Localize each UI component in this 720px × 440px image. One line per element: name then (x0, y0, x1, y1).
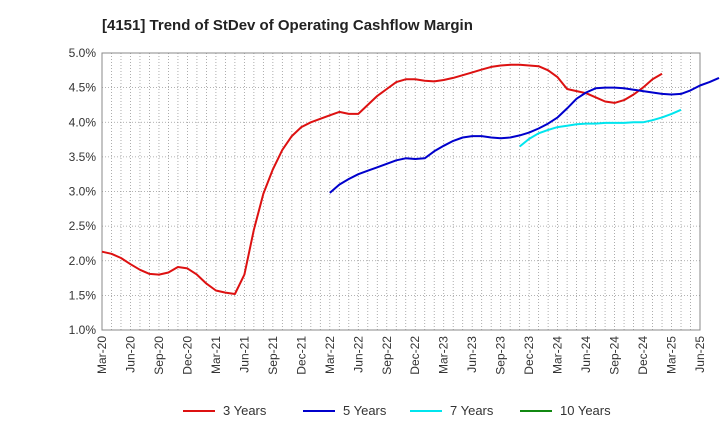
x-tick-label: Dec-24 (636, 336, 650, 375)
legend-label: 7 Years (450, 403, 494, 418)
legend-label: 10 Years (560, 403, 611, 418)
x-tick-label: Sep-20 (152, 336, 166, 375)
chart-title: [4151] Trend of StDev of Operating Cashf… (102, 17, 473, 34)
x-tick-label: Jun-23 (465, 336, 479, 373)
x-tick-label: Jun-25 (693, 336, 707, 373)
x-tick-label: Mar-21 (209, 336, 223, 374)
x-tick-label: Mar-25 (665, 336, 679, 374)
plot-background (102, 53, 700, 330)
y-tick-label: 2.0% (69, 254, 97, 268)
y-tick-label: 1.0% (69, 323, 97, 337)
x-tick-label: Sep-24 (608, 336, 622, 375)
y-tick-label: 4.0% (69, 115, 97, 129)
y-tick-label: 3.0% (69, 185, 97, 199)
x-tick-label: Dec-23 (522, 336, 536, 375)
series-line-2 (519, 108, 682, 148)
x-tick-label: Jun-24 (579, 336, 593, 373)
x-tick-label: Sep-23 (494, 336, 508, 375)
x-tick-label: Mar-24 (551, 336, 565, 374)
series-line-1 (329, 76, 720, 194)
x-tick-label: Mar-22 (323, 336, 337, 374)
series-line-0 (101, 63, 663, 295)
y-tick-label: 2.5% (69, 219, 97, 233)
y-tick-label: 1.5% (69, 288, 97, 302)
plot-frame (101, 52, 701, 331)
legend-label: 3 Years (223, 403, 267, 418)
x-tick-label: Jun-22 (351, 336, 365, 373)
y-tick-label: 4.5% (69, 81, 97, 95)
x-tick-label: Jun-20 (123, 336, 137, 373)
x-tick-label: Dec-22 (408, 336, 422, 375)
x-tick-label: Jun-21 (237, 336, 251, 373)
y-tick-label: 5.0% (69, 46, 97, 60)
x-tick-label: Dec-20 (180, 336, 194, 375)
x-tick-label: Dec-21 (294, 336, 308, 375)
legend: 3 Years 5 Years 7 Years 10 Years (183, 403, 611, 418)
x-tick-label: Mar-23 (437, 336, 451, 374)
x-tick-label: Sep-22 (380, 336, 394, 375)
legend-label: 5 Years (343, 403, 387, 418)
plot-area: 1.0% 1.5% 2.0% 2.5% 3.0% 3.5% 4.0% 4.5% 5.0% Mar-… (69, 46, 720, 375)
y-tick-label: 3.5% (69, 150, 97, 164)
x-tick-label: Mar-20 (95, 336, 109, 374)
x-tick-label: Sep-21 (266, 336, 280, 375)
